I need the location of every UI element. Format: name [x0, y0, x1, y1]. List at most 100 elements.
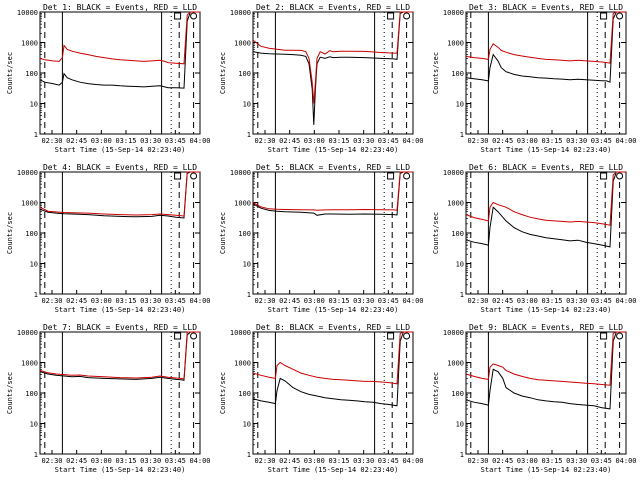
circle-marker [190, 332, 198, 340]
x-tick-label: 04:00 [189, 137, 210, 145]
x-tick-label: 03:30 [353, 457, 374, 465]
circle-marker [616, 332, 624, 340]
y-tick-label: 10000 [230, 169, 251, 177]
lld-series-line [465, 331, 626, 386]
y-tick-label: 1000 [234, 360, 251, 368]
y-tick-label: 10 [456, 421, 464, 429]
square-marker [600, 12, 608, 20]
circle-marker [403, 172, 411, 180]
y-tick-label: 10000 [443, 9, 464, 17]
x-tick-label: 02:30 [41, 297, 62, 305]
plot-frame [465, 11, 627, 135]
x-tick-label: 02:30 [41, 137, 62, 145]
y-tick-label: 10000 [17, 169, 38, 177]
x-tick-label: 03:45 [378, 457, 399, 465]
x-tick-label: 03:00 [304, 297, 325, 305]
plot-frame [39, 331, 201, 455]
chart-title: Det 2: BLACK = Events, RED = LLD [256, 3, 410, 12]
x-tick-label: 04:00 [189, 297, 210, 305]
y-tick-label: 1 [460, 451, 464, 459]
x-tick-label: 03:45 [165, 297, 186, 305]
x-tick-label: 02:45 [492, 457, 513, 465]
x-tick-label: 03:45 [165, 137, 186, 145]
x-axis-label: Start Time (15-Sep-14 02:23:40) [268, 466, 399, 474]
x-tick-label: 03:00 [304, 457, 325, 465]
x-tick-label: 02:30 [254, 297, 275, 305]
y-tick-label: 10000 [230, 329, 251, 337]
x-tick-label: 03:30 [140, 297, 161, 305]
events-series-line [465, 171, 626, 248]
x-axis-label: Start Time (15-Sep-14 02:23:40) [481, 306, 612, 314]
plot-frame [252, 171, 414, 295]
x-tick-label: 03:15 [328, 457, 349, 465]
chart-panel-5: Det 5: BLACK = Events, RED = LLD 1 10 100 10… [219, 163, 424, 314]
square-marker [600, 172, 608, 180]
lld-series-line [39, 331, 200, 380]
events-series-line [39, 11, 200, 89]
chart-panel-6: Det 6: BLACK = Events, RED = LLD 1 10 100 10… [432, 163, 637, 314]
y-axis-label: Counts/sec [6, 212, 14, 254]
lld-series-line [465, 11, 626, 64]
y-tick-label: 100 [238, 230, 251, 238]
x-tick-label: 02:30 [467, 457, 488, 465]
y-tick-label: 100 [25, 230, 38, 238]
x-tick-label: 03:00 [91, 137, 112, 145]
plot-frame [252, 11, 414, 135]
x-tick-label: 03:15 [328, 297, 349, 305]
square-marker [174, 12, 182, 20]
y-tick-label: 1000 [234, 200, 251, 208]
x-tick-label: 03:00 [304, 137, 325, 145]
x-tick-label: 02:45 [492, 297, 513, 305]
y-tick-label: 10000 [443, 329, 464, 337]
square-marker [387, 332, 395, 340]
x-tick-label: 04:00 [402, 457, 423, 465]
chart-title: Det 4: BLACK = Events, RED = LLD [43, 163, 197, 172]
x-tick-label: 03:15 [541, 457, 562, 465]
events-series-line [252, 11, 413, 125]
chart-title: Det 1: BLACK = Events, RED = LLD [43, 3, 197, 12]
y-tick-label: 10 [243, 261, 251, 269]
x-tick-label: 02:30 [467, 137, 488, 145]
chart-panel-9: Det 9: BLACK = Events, RED = LLD 1 10 100 10… [432, 323, 637, 474]
x-tick-label: 02:45 [492, 137, 513, 145]
chart-panel-4: Det 4: BLACK = Events, RED = LLD 1 10 100 10… [6, 163, 211, 314]
chart-panel-8: Det 8: BLACK = Events, RED = LLD 1 10 100 10… [219, 323, 424, 474]
lld-series-line [465, 171, 626, 226]
x-tick-label: 04:00 [615, 137, 636, 145]
x-tick-label: 03:15 [541, 137, 562, 145]
x-axis-label: Start Time (15-Sep-14 02:23:40) [268, 146, 399, 154]
x-tick-label: 03:45 [591, 137, 612, 145]
y-tick-label: 1000 [234, 40, 251, 48]
x-tick-label: 03:00 [517, 457, 538, 465]
y-axis-label: Counts/sec [219, 212, 227, 254]
x-tick-label: 03:30 [140, 457, 161, 465]
x-tick-label: 03:30 [566, 457, 587, 465]
x-tick-label: 02:45 [279, 137, 300, 145]
lld-series-line [252, 331, 413, 385]
events-series-line [39, 331, 200, 381]
y-tick-label: 1 [34, 291, 38, 299]
y-tick-label: 1000 [21, 40, 38, 48]
y-tick-label: 100 [451, 390, 464, 398]
lld-series-line [39, 11, 200, 65]
chart-panel-2: Det 2: BLACK = Events, RED = LLD 1 10 100 10… [219, 3, 424, 154]
y-axis-label: Counts/sec [219, 52, 227, 94]
x-axis-label: Start Time (15-Sep-14 02:23:40) [481, 466, 612, 474]
circle-marker [616, 12, 624, 20]
x-axis-label: Start Time (15-Sep-14 02:23:40) [268, 306, 399, 314]
chart-panel-7: Det 7: BLACK = Events, RED = LLD 1 10 100 10… [6, 323, 211, 474]
y-tick-label: 1 [247, 291, 251, 299]
y-tick-label: 100 [238, 70, 251, 78]
x-tick-label: 04:00 [402, 297, 423, 305]
x-tick-label: 02:30 [41, 457, 62, 465]
x-tick-label: 04:00 [615, 297, 636, 305]
x-tick-label: 03:45 [378, 297, 399, 305]
y-axis-label: Counts/sec [432, 52, 440, 94]
y-tick-label: 1 [460, 291, 464, 299]
plot-frame [39, 171, 201, 295]
x-tick-label: 03:45 [378, 137, 399, 145]
x-tick-label: 04:00 [189, 457, 210, 465]
x-tick-label: 03:00 [517, 297, 538, 305]
y-tick-label: 100 [451, 230, 464, 238]
y-tick-label: 10 [30, 101, 38, 109]
